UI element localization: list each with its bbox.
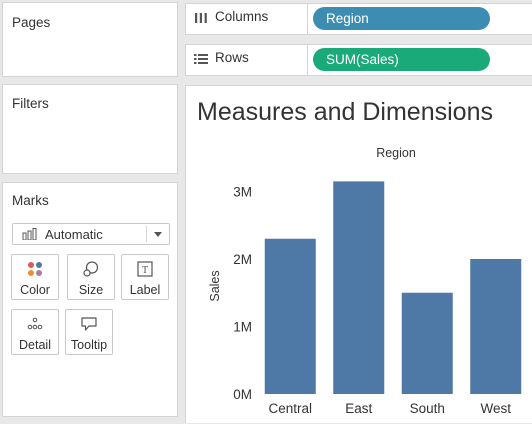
rows-label: Rows — [215, 50, 249, 65]
bar-chart: Region 0M 1M 2M 3M Sales Central East South West — [208, 146, 522, 416]
rows-shelf: Rows SUM(Sales) — [185, 44, 532, 76]
marks-tooltip-label: Tooltip — [70, 338, 108, 352]
x-tick-label: East — [345, 401, 372, 416]
bar-east — [333, 181, 385, 394]
label-icon: T — [137, 261, 153, 277]
marks-title: Marks — [12, 193, 49, 208]
marks-color-label: Color — [20, 283, 50, 297]
y-axis-label: Sales — [208, 270, 222, 301]
mark-type-value: Automatic — [45, 227, 103, 242]
marks-card: Marks Automatic Color Size T Labe — [2, 182, 178, 417]
bar-south — [401, 292, 453, 394]
filters-card[interactable]: Filters — [2, 84, 178, 174]
color-dots-icon — [28, 262, 42, 276]
mark-type-dropdown[interactable]: Automatic — [12, 223, 170, 245]
x-tick-label: Central — [268, 401, 312, 416]
rows-icon — [194, 54, 208, 64]
bar-central — [264, 238, 316, 394]
y-tick-label: 2M — [233, 252, 252, 267]
y-tick-label: 3M — [233, 185, 252, 200]
marks-size-label: Size — [78, 283, 104, 297]
sum-sales-pill[interactable]: SUM(Sales) — [313, 48, 490, 71]
marks-label-button[interactable]: T Label — [121, 254, 169, 300]
marks-detail-button[interactable]: Detail — [11, 309, 59, 355]
viz-card: Measures and Dimensions Region 0M 1M 2M 3M Sa… — [185, 85, 532, 423]
shelf-divider — [307, 45, 308, 75]
marks-color-button[interactable]: Color — [11, 254, 59, 300]
bar-west — [470, 259, 522, 394]
chevron-down-icon[interactable] — [154, 232, 162, 237]
dropdown-separator — [146, 226, 147, 242]
marks-tooltip-button[interactable]: Tooltip — [65, 309, 113, 355]
pages-title: Pages — [12, 15, 51, 30]
tooltip-icon — [81, 317, 97, 331]
y-tick-label: 0M — [233, 387, 252, 402]
viz-title: Measures and Dimensions — [197, 98, 493, 126]
y-tick-label: 1M — [233, 320, 252, 335]
columns-icon — [195, 13, 207, 23]
column-header-region: Region — [376, 146, 416, 160]
x-tick-label: West — [480, 401, 511, 416]
columns-shelf: Columns Region — [185, 3, 532, 35]
marks-label-label: Label — [129, 283, 161, 297]
bar-chart-icon — [22, 228, 37, 240]
pages-card[interactable]: Pages — [2, 2, 178, 77]
columns-label: Columns — [215, 9, 269, 24]
marks-size-button[interactable]: Size — [67, 254, 115, 300]
region-pill[interactable]: Region — [313, 7, 490, 30]
shelf-divider — [307, 4, 308, 34]
marks-detail-label: Detail — [19, 338, 51, 352]
svg-text:T: T — [142, 265, 148, 276]
detail-dots-icon — [27, 317, 43, 330]
size-icon — [83, 261, 99, 277]
x-tick-label: South — [410, 401, 445, 416]
filters-title: Filters — [12, 96, 49, 111]
